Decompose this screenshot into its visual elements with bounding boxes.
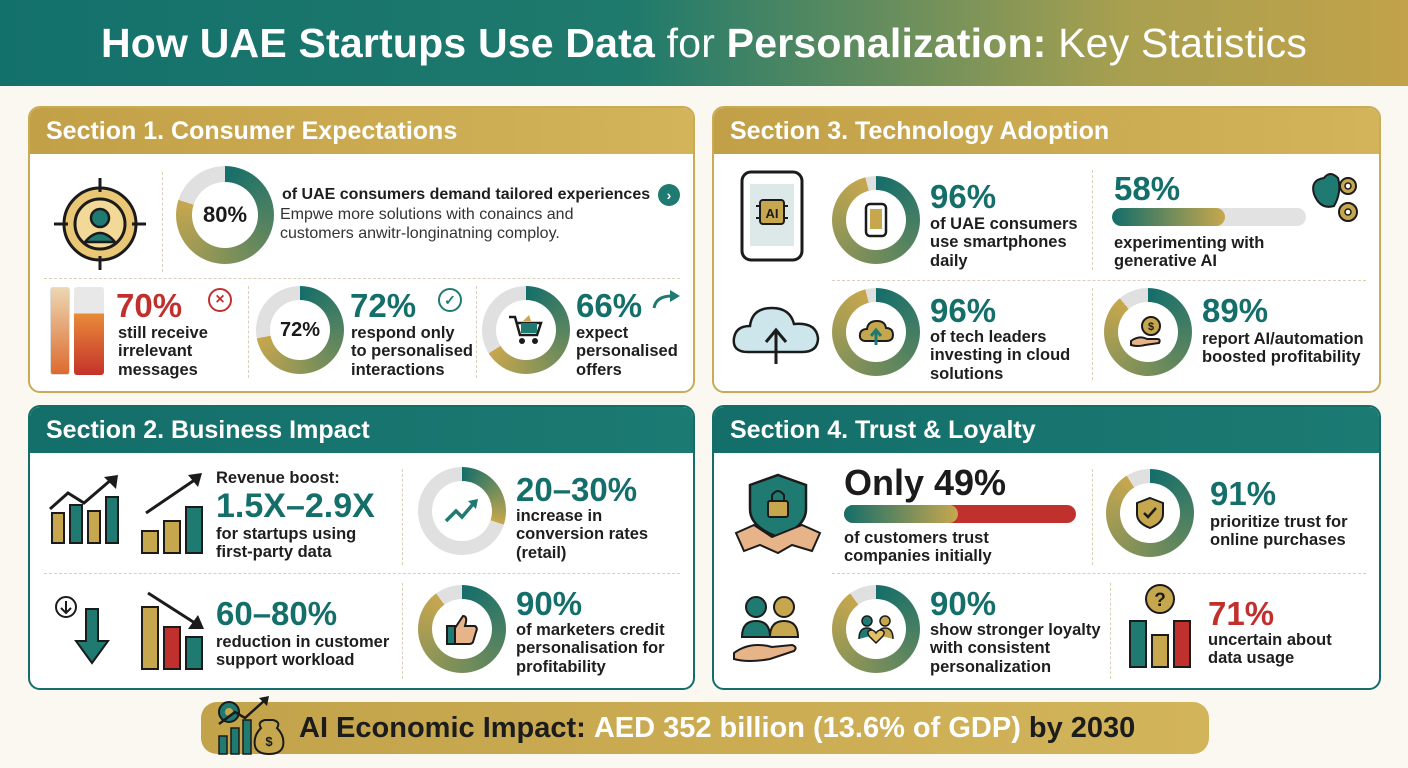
- title-part-2: for: [666, 19, 716, 66]
- stat-66-label: expect personalised offers: [576, 324, 678, 379]
- stat-70-value: 70%: [116, 287, 183, 324]
- stat-80-sub-1: Empwe more solutions with conaincs and: [280, 206, 574, 223]
- ring-loyalty: [832, 585, 920, 673]
- genai-progress-fill: [1112, 208, 1225, 226]
- svg-text:$: $: [1148, 321, 1154, 333]
- money-growth-icon: $: [218, 696, 285, 756]
- revenue-head: Revenue boost:: [216, 469, 340, 487]
- chevron-right-icon[interactable]: ›: [658, 184, 680, 206]
- footer-suffix: by 2030: [1028, 711, 1136, 744]
- bar-decline-icon: [141, 591, 204, 670]
- ring-80-value: 80%: [192, 182, 258, 248]
- cloud-value: 96%: [930, 292, 997, 329]
- online-label: prioritize trust for online purchases: [1210, 513, 1348, 550]
- marketers-label: of marketers credit personalisation for …: [516, 621, 665, 676]
- stat-80-label: of UAE consumers demand tailored experie…: [282, 186, 651, 203]
- growth-chart-icon: [49, 475, 119, 544]
- section-heading: Section 2. Business Impact: [30, 407, 693, 453]
- conversion-value: 20–30%: [516, 471, 638, 508]
- section-business-impact: Section 2. Business Impact Revenue boost…: [28, 405, 695, 690]
- profit-value: 89%: [1202, 292, 1269, 329]
- hand-coin-icon: $: [1130, 316, 1161, 347]
- smartphone-icon: [864, 202, 888, 238]
- brain-gears-icon: [1312, 173, 1358, 222]
- section-heading: Section 1. Consumer Expectations: [30, 108, 693, 154]
- cart-icon: [509, 315, 543, 344]
- ring-80: 80%: [176, 166, 274, 264]
- trust-value: Only 49%: [844, 462, 1007, 503]
- trend-up-icon: [444, 499, 478, 523]
- bar-70-right: [74, 287, 104, 375]
- section-consumer-expectations: Section 1. Consumer Expectations 80% of …: [28, 106, 695, 393]
- title-part-4: Key Statistics: [1058, 19, 1308, 66]
- uncertain-value: 71%: [1208, 595, 1275, 632]
- trust-label: of customers trust companies initially: [844, 529, 992, 566]
- close-icon: ×: [208, 288, 232, 312]
- ring-online-trust: [1106, 469, 1194, 557]
- genai-progress-bar: [1112, 208, 1306, 226]
- stat-70-label: still receive irrelevant messages: [118, 324, 208, 379]
- ai-phone-icon: AI: [740, 170, 804, 262]
- profit-label: report AI/automation boosted profitabili…: [1202, 330, 1364, 367]
- ring-profitability: $: [1104, 288, 1192, 376]
- section-heading: Section 3. Technology Adoption: [714, 108, 1379, 154]
- page-title: How UAE Startups Use Data for Personaliz…: [101, 20, 1307, 67]
- svg-text:?: ?: [1154, 590, 1166, 611]
- question-chart-icon: ?: [1129, 584, 1191, 668]
- loyalty-value: 90%: [930, 585, 997, 622]
- bar-70-left: [50, 287, 70, 375]
- ring-smartphones: [832, 176, 920, 264]
- revenue-label: for startups using first-party data: [216, 525, 357, 562]
- arrow-forward-icon: [652, 290, 680, 309]
- cloud-label: of tech leaders investing in cloud solut…: [930, 328, 1071, 383]
- svg-text:AI: AI: [766, 206, 779, 221]
- phones-label: of UAE consumers use smartphones daily: [930, 215, 1078, 270]
- title-part-1: How UAE Startups Use Data: [100, 19, 656, 66]
- uncertain-label: uncertain about data usage: [1208, 631, 1332, 668]
- ring-72: 72%: [256, 286, 344, 374]
- online-value: 91%: [1210, 475, 1277, 512]
- marketers-value: 90%: [516, 585, 583, 622]
- thumbs-up-icon: [446, 614, 478, 645]
- stat-80-sub-2: customers anwitr-longinatning comploy.: [280, 225, 560, 242]
- ring-conversion: [418, 467, 506, 555]
- revenue-value: 1.5X–2.9X: [216, 487, 375, 525]
- ring-72-value: 72%: [270, 300, 330, 360]
- title-bar: How UAE Startups Use Data for Personaliz…: [0, 0, 1408, 86]
- section-heading: Section 4. Trust & Loyalty: [714, 407, 1379, 453]
- ring-66: [482, 286, 570, 374]
- shield-handshake-icon: [734, 473, 822, 555]
- support-value: 60–80%: [216, 595, 338, 632]
- svg-text:$: $: [265, 734, 273, 749]
- genai-label: experimenting with generative AI: [1114, 234, 1265, 271]
- section-trust-loyalty: Section 4. Trust & Loyalty Only 49% of c…: [712, 405, 1381, 690]
- ring-marketers: [418, 585, 506, 673]
- bar-growth-icon: [141, 473, 203, 554]
- cloud-upload-icon: [732, 306, 820, 364]
- trust-progress-fill: [844, 505, 958, 523]
- economic-impact-banner: $ AI Economic Impact: AED 352 billion (1…: [201, 696, 1209, 756]
- footer-value: AED 352 billion (13.6% of GDP): [593, 711, 1021, 744]
- people-care-icon: [733, 596, 800, 662]
- support-label: reduction in customer support workload: [216, 633, 390, 670]
- arrow-down-icon: [55, 596, 110, 665]
- loyalty-label: show stronger loyalty with consistent pe…: [930, 621, 1101, 676]
- target-person-icon: [54, 178, 146, 270]
- check-icon: ✓: [438, 288, 462, 312]
- section-technology-adoption: Section 3. Technology Adoption AI 96% of…: [712, 106, 1381, 393]
- phones-value: 96%: [930, 178, 997, 215]
- genai-value: 58%: [1114, 170, 1181, 207]
- shield-check-icon: [1136, 496, 1164, 530]
- trust-progress-bar: [844, 505, 1076, 523]
- stat-72-value: 72%: [350, 287, 417, 324]
- stat-66-value: 66%: [576, 287, 643, 324]
- cloud-icon: [858, 319, 894, 345]
- conversion-label: increase in conversion rates (retail): [516, 507, 649, 562]
- ring-cloud: [832, 288, 920, 376]
- footer-label: AI Economic Impact:: [299, 711, 586, 744]
- title-part-3: Personalization:: [726, 19, 1047, 66]
- stat-72-label: respond only to personalised interaction…: [351, 324, 473, 379]
- people-heart-icon: [858, 615, 894, 645]
